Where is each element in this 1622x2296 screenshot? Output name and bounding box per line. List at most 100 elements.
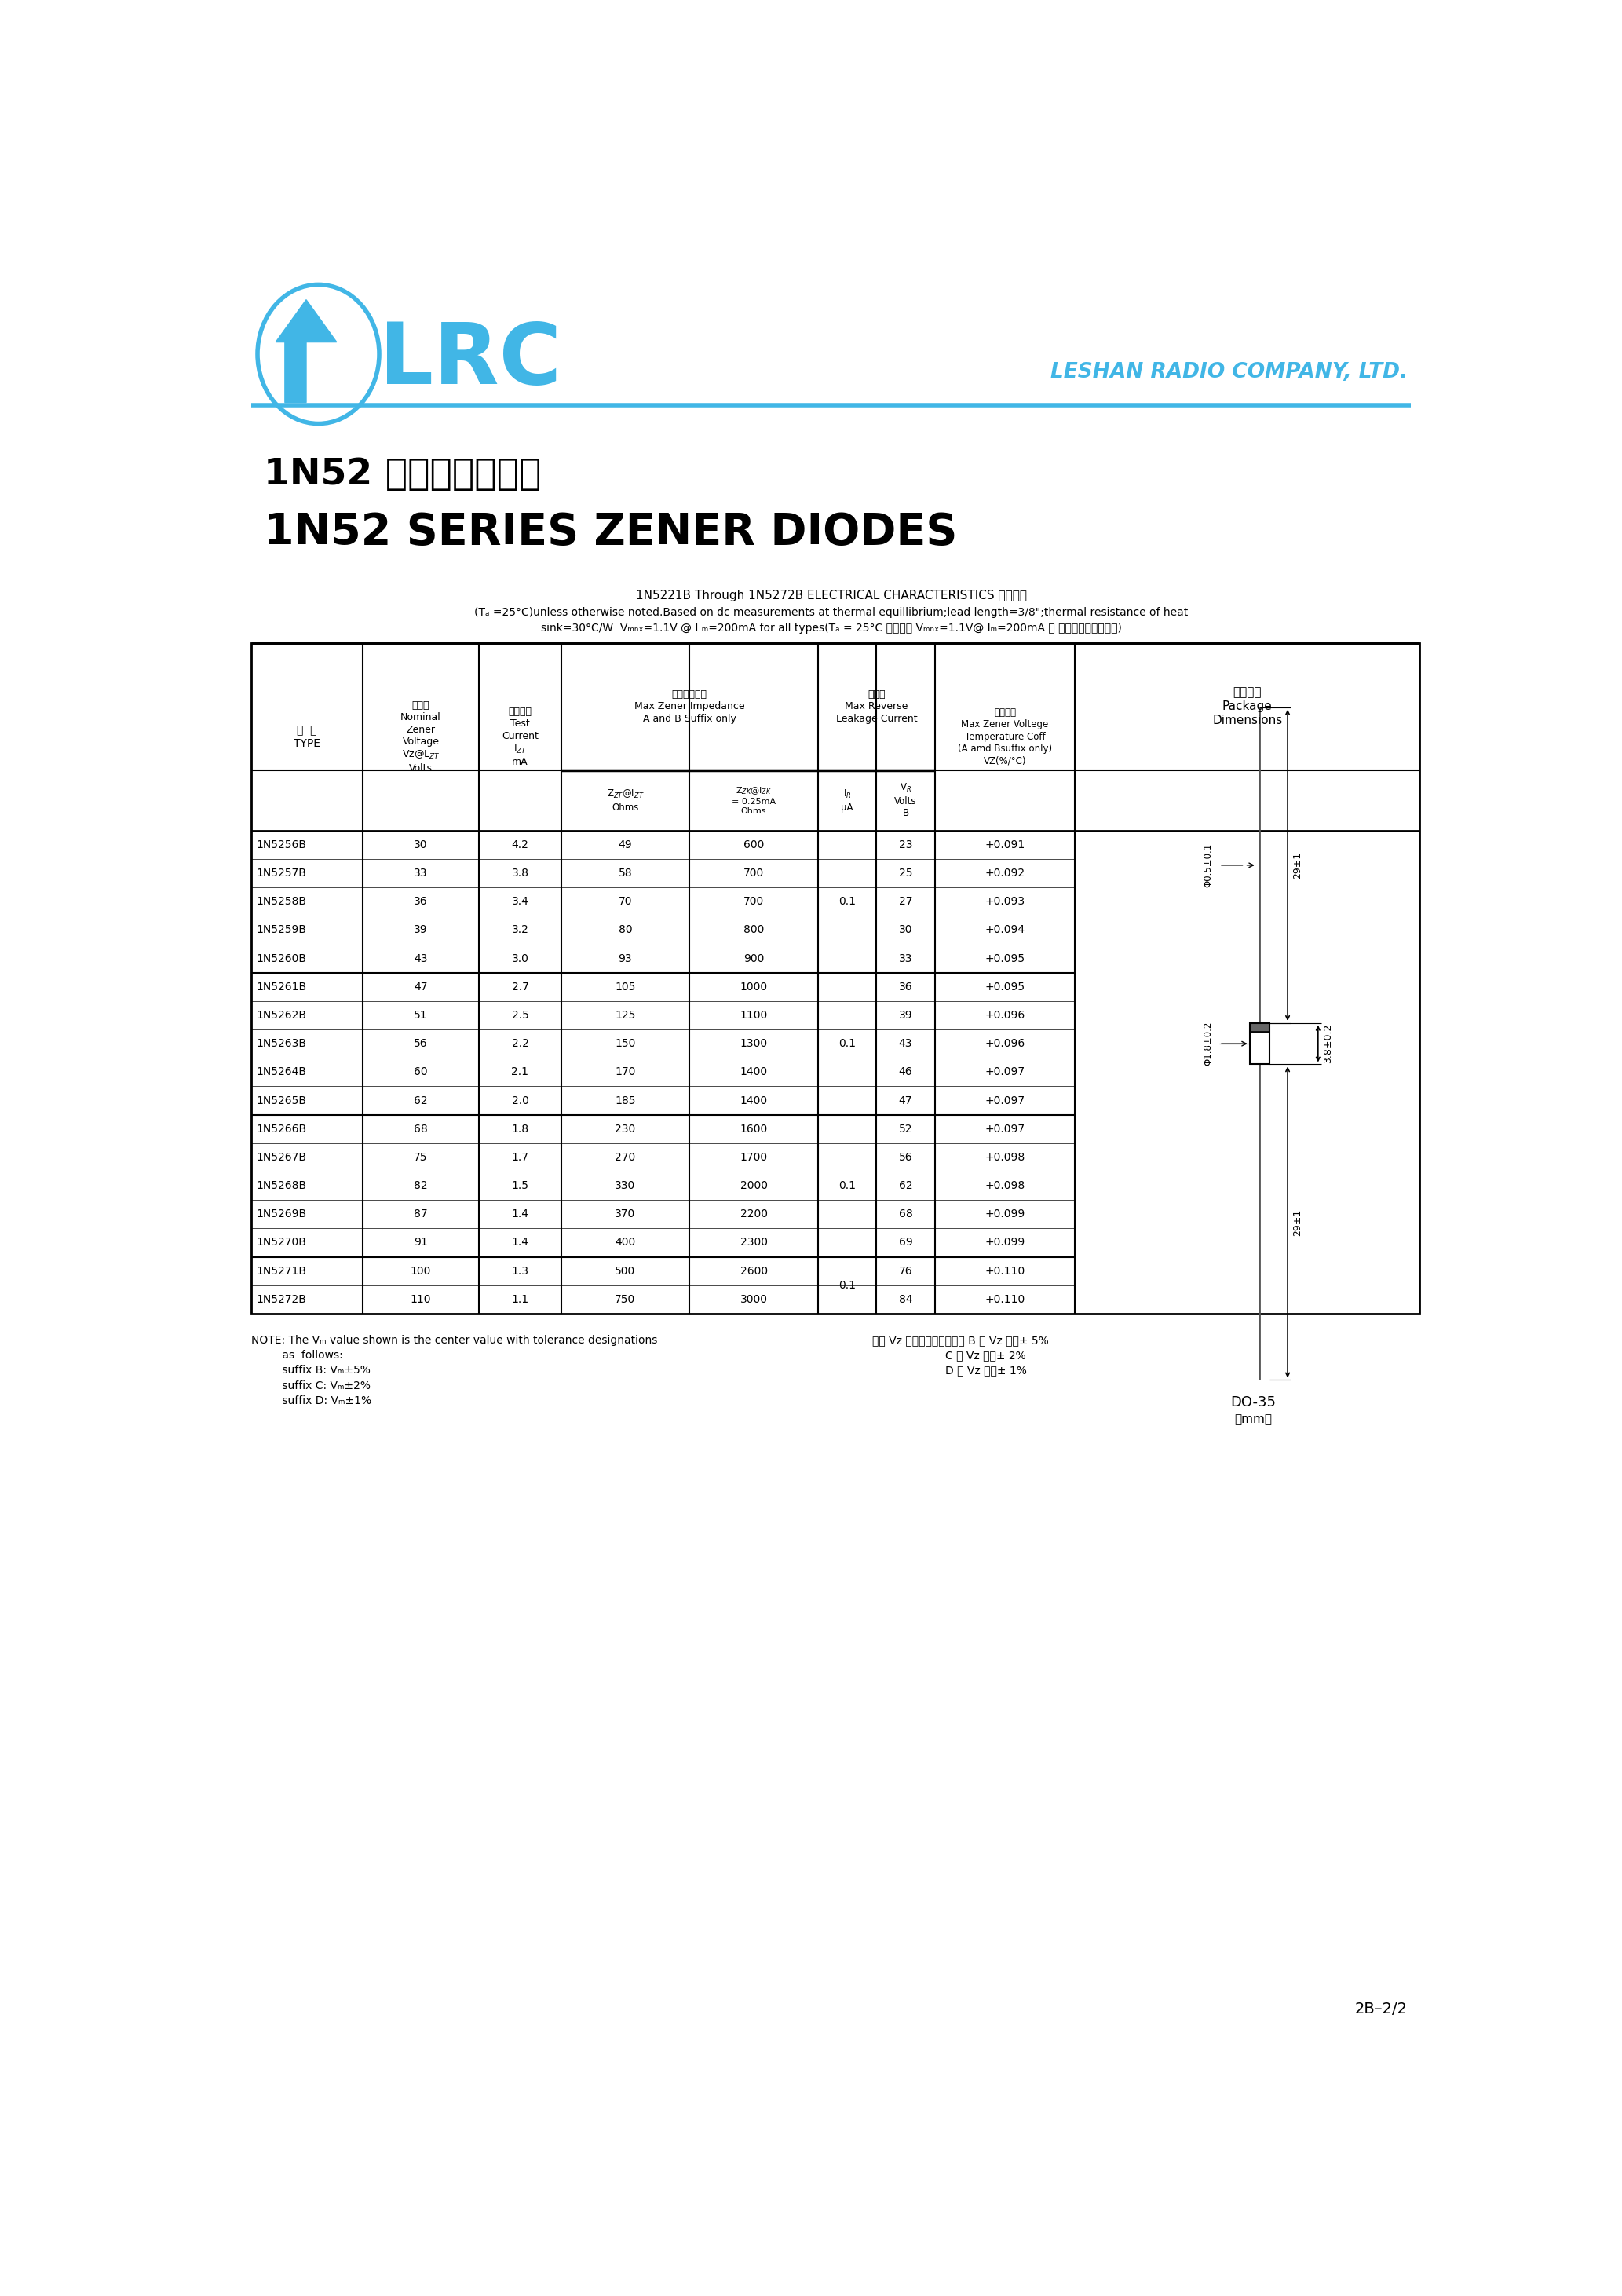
Text: 68: 68 [414, 1123, 428, 1134]
Text: （mm）: （mm） [1234, 1414, 1272, 1426]
Text: 1N5261B: 1N5261B [256, 980, 307, 992]
Text: 60: 60 [414, 1068, 428, 1077]
Text: 52: 52 [899, 1123, 913, 1134]
Text: 33: 33 [899, 953, 913, 964]
Text: 100: 100 [410, 1265, 431, 1277]
Text: +0.096: +0.096 [985, 1010, 1025, 1022]
Text: LRC: LRC [380, 319, 561, 402]
Text: 93: 93 [618, 953, 633, 964]
Text: 1.8: 1.8 [511, 1123, 529, 1134]
Text: LESHAN RADIO COMPANY, LTD.: LESHAN RADIO COMPANY, LTD. [1051, 363, 1408, 383]
Text: 1N5264B: 1N5264B [256, 1068, 307, 1077]
Text: 1N5266B: 1N5266B [256, 1123, 307, 1134]
Text: 2000: 2000 [740, 1180, 767, 1192]
Text: 3.2: 3.2 [511, 925, 529, 934]
Text: +0.098: +0.098 [985, 1180, 1025, 1192]
Text: 30: 30 [414, 840, 428, 850]
Text: 1.1: 1.1 [511, 1295, 529, 1304]
Text: 1N5265B: 1N5265B [256, 1095, 307, 1107]
Text: 29±1: 29±1 [1293, 1208, 1302, 1235]
Text: 3.0: 3.0 [511, 953, 529, 964]
Text: 56: 56 [899, 1153, 913, 1162]
Text: +0.095: +0.095 [985, 953, 1025, 964]
Text: 70: 70 [618, 895, 633, 907]
Text: 1300: 1300 [740, 1038, 767, 1049]
Text: 3.8±0.2: 3.8±0.2 [1324, 1024, 1333, 1063]
Text: 2.5: 2.5 [511, 1010, 529, 1022]
Text: 56: 56 [414, 1038, 428, 1049]
Text: 1N5268B: 1N5268B [256, 1180, 307, 1192]
Text: 1400: 1400 [740, 1095, 767, 1107]
Text: 2300: 2300 [740, 1238, 767, 1249]
Text: +0.094: +0.094 [985, 925, 1025, 934]
Text: +0.099: +0.099 [985, 1238, 1025, 1249]
Text: 51: 51 [414, 1010, 428, 1022]
Text: 36: 36 [414, 895, 428, 907]
Text: 稳压值
Nominal
Zener
Voltage
Vz@L$_{ZT}$
Volts: 稳压值 Nominal Zener Voltage Vz@L$_{ZT}$ Vo… [401, 700, 441, 774]
Text: 0.1: 0.1 [839, 895, 856, 907]
Text: +0.097: +0.097 [985, 1068, 1025, 1077]
Text: 62: 62 [899, 1180, 913, 1192]
Text: 36: 36 [899, 980, 913, 992]
Text: 最大动态阻抗
Max Zener Impedance
A and B Suffix only: 最大动态阻抗 Max Zener Impedance A and B Suffi… [634, 689, 744, 723]
Text: suffix B: Vₘ±5%: suffix B: Vₘ±5% [251, 1366, 371, 1375]
Text: 25: 25 [899, 868, 913, 879]
Text: 58: 58 [618, 868, 633, 879]
Text: as  follows:: as follows: [251, 1350, 344, 1362]
Text: 1.7: 1.7 [511, 1153, 529, 1162]
Text: 500: 500 [615, 1265, 636, 1277]
Polygon shape [276, 301, 337, 402]
Text: 170: 170 [615, 1068, 636, 1077]
Text: +0.097: +0.097 [985, 1123, 1025, 1134]
Text: 68: 68 [899, 1208, 913, 1219]
Text: 1N52 SERIES ZENER DIODES: 1N52 SERIES ZENER DIODES [264, 512, 957, 553]
Text: 1400: 1400 [740, 1068, 767, 1077]
Text: 43: 43 [414, 953, 428, 964]
Text: 1N5257B: 1N5257B [256, 868, 307, 879]
Text: +0.095: +0.095 [985, 980, 1025, 992]
Text: 27: 27 [899, 895, 913, 907]
Text: 270: 270 [615, 1153, 636, 1162]
Text: DO-35: DO-35 [1231, 1396, 1277, 1410]
Text: (Tₐ =25°C)unless otherwise noted.Based on dc measurements at thermal equillibriu: (Tₐ =25°C)unless otherwise noted.Based o… [474, 606, 1189, 618]
Text: 1.3: 1.3 [511, 1265, 529, 1277]
Text: +0.110: +0.110 [985, 1265, 1025, 1277]
Text: I$_R$
μA: I$_R$ μA [842, 788, 853, 813]
Text: 900: 900 [743, 953, 764, 964]
Text: 1700: 1700 [740, 1153, 767, 1162]
Text: 43: 43 [899, 1038, 913, 1049]
Text: 1N5272B: 1N5272B [256, 1295, 307, 1304]
Text: 3000: 3000 [740, 1295, 767, 1304]
Text: 700: 700 [743, 868, 764, 879]
Text: D 档 Vz 容差± 1%: D 档 Vz 容差± 1% [946, 1366, 1027, 1375]
Text: 1N5260B: 1N5260B [256, 953, 307, 964]
Bar [1249, 1024, 1270, 1031]
Text: 46: 46 [899, 1068, 913, 1077]
Text: 33: 33 [414, 868, 428, 879]
Text: 370: 370 [615, 1208, 636, 1219]
Text: 69: 69 [899, 1238, 913, 1249]
Text: +0.096: +0.096 [985, 1038, 1025, 1049]
Text: 230: 230 [615, 1123, 636, 1134]
Text: +0.099: +0.099 [985, 1208, 1025, 1219]
Text: 91: 91 [414, 1238, 428, 1249]
Text: 80: 80 [618, 925, 633, 934]
Text: 23: 23 [899, 840, 913, 850]
Text: +0.097: +0.097 [985, 1095, 1025, 1107]
Text: 测试电流
Test
Current
I$_{ZT}$
mA: 测试电流 Test Current I$_{ZT}$ mA [501, 707, 539, 767]
Text: 1600: 1600 [740, 1123, 767, 1134]
Text: 0.1: 0.1 [839, 1180, 856, 1192]
Text: 1.5: 1.5 [511, 1180, 529, 1192]
Text: 84: 84 [899, 1295, 913, 1304]
Text: 150: 150 [615, 1038, 636, 1049]
Text: 1N5221B Through 1N5272B ELECTRICAL CHARACTERISTICS 电气参数: 1N5221B Through 1N5272B ELECTRICAL CHARA… [636, 590, 1027, 602]
Text: 2B–2/2: 2B–2/2 [1354, 2002, 1408, 2016]
Text: 39: 39 [414, 925, 428, 934]
Text: 0.1: 0.1 [839, 1038, 856, 1049]
Text: V$_R$
Volts
B: V$_R$ Volts B [894, 783, 916, 817]
Text: suffix C: Vₘ±2%: suffix C: Vₘ±2% [251, 1380, 371, 1391]
Text: 1N5256B: 1N5256B [256, 840, 307, 850]
Text: 700: 700 [743, 895, 764, 907]
Text: 2.7: 2.7 [511, 980, 529, 992]
Text: 47: 47 [899, 1095, 913, 1107]
